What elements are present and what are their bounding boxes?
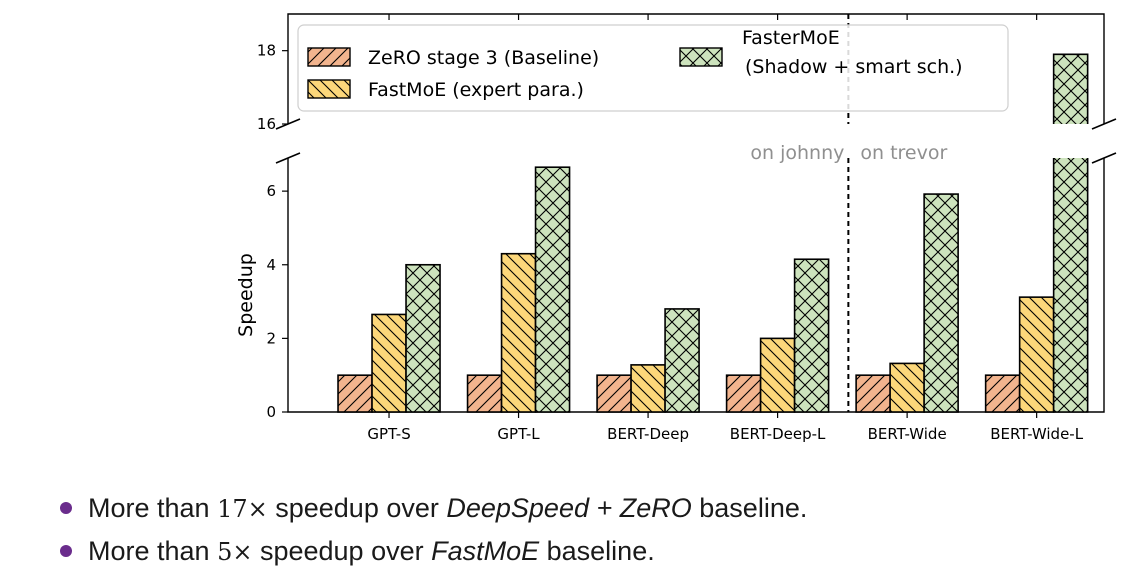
bullet-math: 17×: [217, 495, 268, 523]
x-tick-label: BERT-Wide: [868, 425, 947, 443]
bar-hatch: [1053, 158, 1088, 412]
bar-outline: [793, 258, 830, 413]
bar-outline: [371, 313, 407, 413]
bullet-list: More than 17× speedup over DeepSpeed + Z…: [58, 488, 807, 574]
bar-outline: [500, 252, 537, 413]
y-tick-label: 4: [266, 256, 276, 274]
legend-label: FasterMoE: [742, 27, 840, 49]
y-axis-label: Speedup: [235, 253, 257, 337]
axis-break-mark: [275, 152, 301, 164]
bullet-text: baseline.: [539, 536, 655, 566]
axis-break-mark: [1091, 118, 1117, 130]
bar-hatch: [1053, 54, 1088, 125]
bullet-item: More than 17× speedup over DeepSpeed + Z…: [58, 488, 807, 531]
bar-outline: [534, 166, 571, 413]
speedup-bar-chart: 0 2 4 6 16 18 GPT-S GPT-L BERT-Deep BERT-Deep-L BE…: [235, 13, 1117, 443]
y-tick-label: 6: [266, 182, 276, 200]
bullet-text: speedup over: [252, 536, 432, 566]
x-tick-label: GPT-S: [367, 425, 410, 443]
bar-outline: [889, 362, 925, 413]
bar-outline: [855, 374, 891, 413]
bars: [337, 53, 1089, 413]
bullet-dot-icon: [60, 545, 72, 557]
bar-outline: [630, 364, 666, 413]
bar-outline: [337, 374, 373, 413]
legend-label: (Shadow + smart sch.): [745, 56, 963, 78]
bullet-emphasis: FastMoE: [431, 536, 540, 566]
bar-outline: [759, 337, 796, 413]
legend-label: FastMoE (expert para.): [368, 79, 584, 101]
bullet-item: More than 5× speedup over FastMoE baseli…: [58, 531, 807, 574]
bar-outline: [923, 193, 959, 413]
annotation-label: on johnny: [750, 142, 844, 164]
bar-outline: [984, 374, 1021, 413]
bullet-text: More than: [88, 493, 218, 523]
upper-axes-frame: [287, 13, 1105, 124]
y-tick-label: 18: [257, 42, 276, 60]
bar-outline: [1018, 296, 1055, 413]
y-tick-label: 16: [257, 115, 276, 133]
annotation-label: on trevor: [860, 142, 947, 164]
legend-swatch-outline: [307, 47, 351, 67]
annotations-layer: on johnny on trevor: [750, 14, 947, 412]
bullet-dot-icon: [60, 502, 72, 514]
bar-outline: [1052, 158, 1089, 413]
bullet-text: speedup over: [267, 493, 447, 523]
bar-outline: [664, 308, 700, 413]
legend-box: [297, 24, 1009, 112]
legend-label: ZeRO stage 3 (Baseline): [368, 47, 599, 69]
bar-outline: [725, 374, 762, 413]
y-tick-label: 0: [266, 403, 276, 421]
x-tick-label: BERT-Deep: [607, 425, 689, 443]
x-tick-label: BERT-Deep-L: [730, 425, 826, 443]
legend-swatch-outline: [679, 47, 723, 67]
bullet-emphasis: DeepSpeed + ZeRO: [446, 493, 692, 523]
bar-outline: [596, 374, 632, 413]
bullet-math: 5×: [217, 538, 253, 566]
bullet-text: More than: [88, 536, 218, 566]
bar-outline: [466, 374, 503, 413]
legend-swatch-outline: [307, 79, 351, 99]
y-tick-label: 2: [266, 329, 276, 347]
ticks: 0 2 4 6 16 18 GPT-S GPT-L BERT-Deep BERT-Deep-L BE…: [235, 14, 1084, 443]
x-tick-label: BERT-Wide-L: [990, 425, 1084, 443]
bullet-text: baseline.: [691, 493, 808, 523]
bar-outline: [405, 263, 441, 413]
legend: ZeRO stage 3 (Baseline) FastMoE (expert p…: [297, 24, 1009, 112]
bar-outline: [1052, 53, 1089, 124]
axis-break-mark: [1091, 152, 1117, 164]
x-tick-label: GPT-L: [497, 425, 540, 443]
